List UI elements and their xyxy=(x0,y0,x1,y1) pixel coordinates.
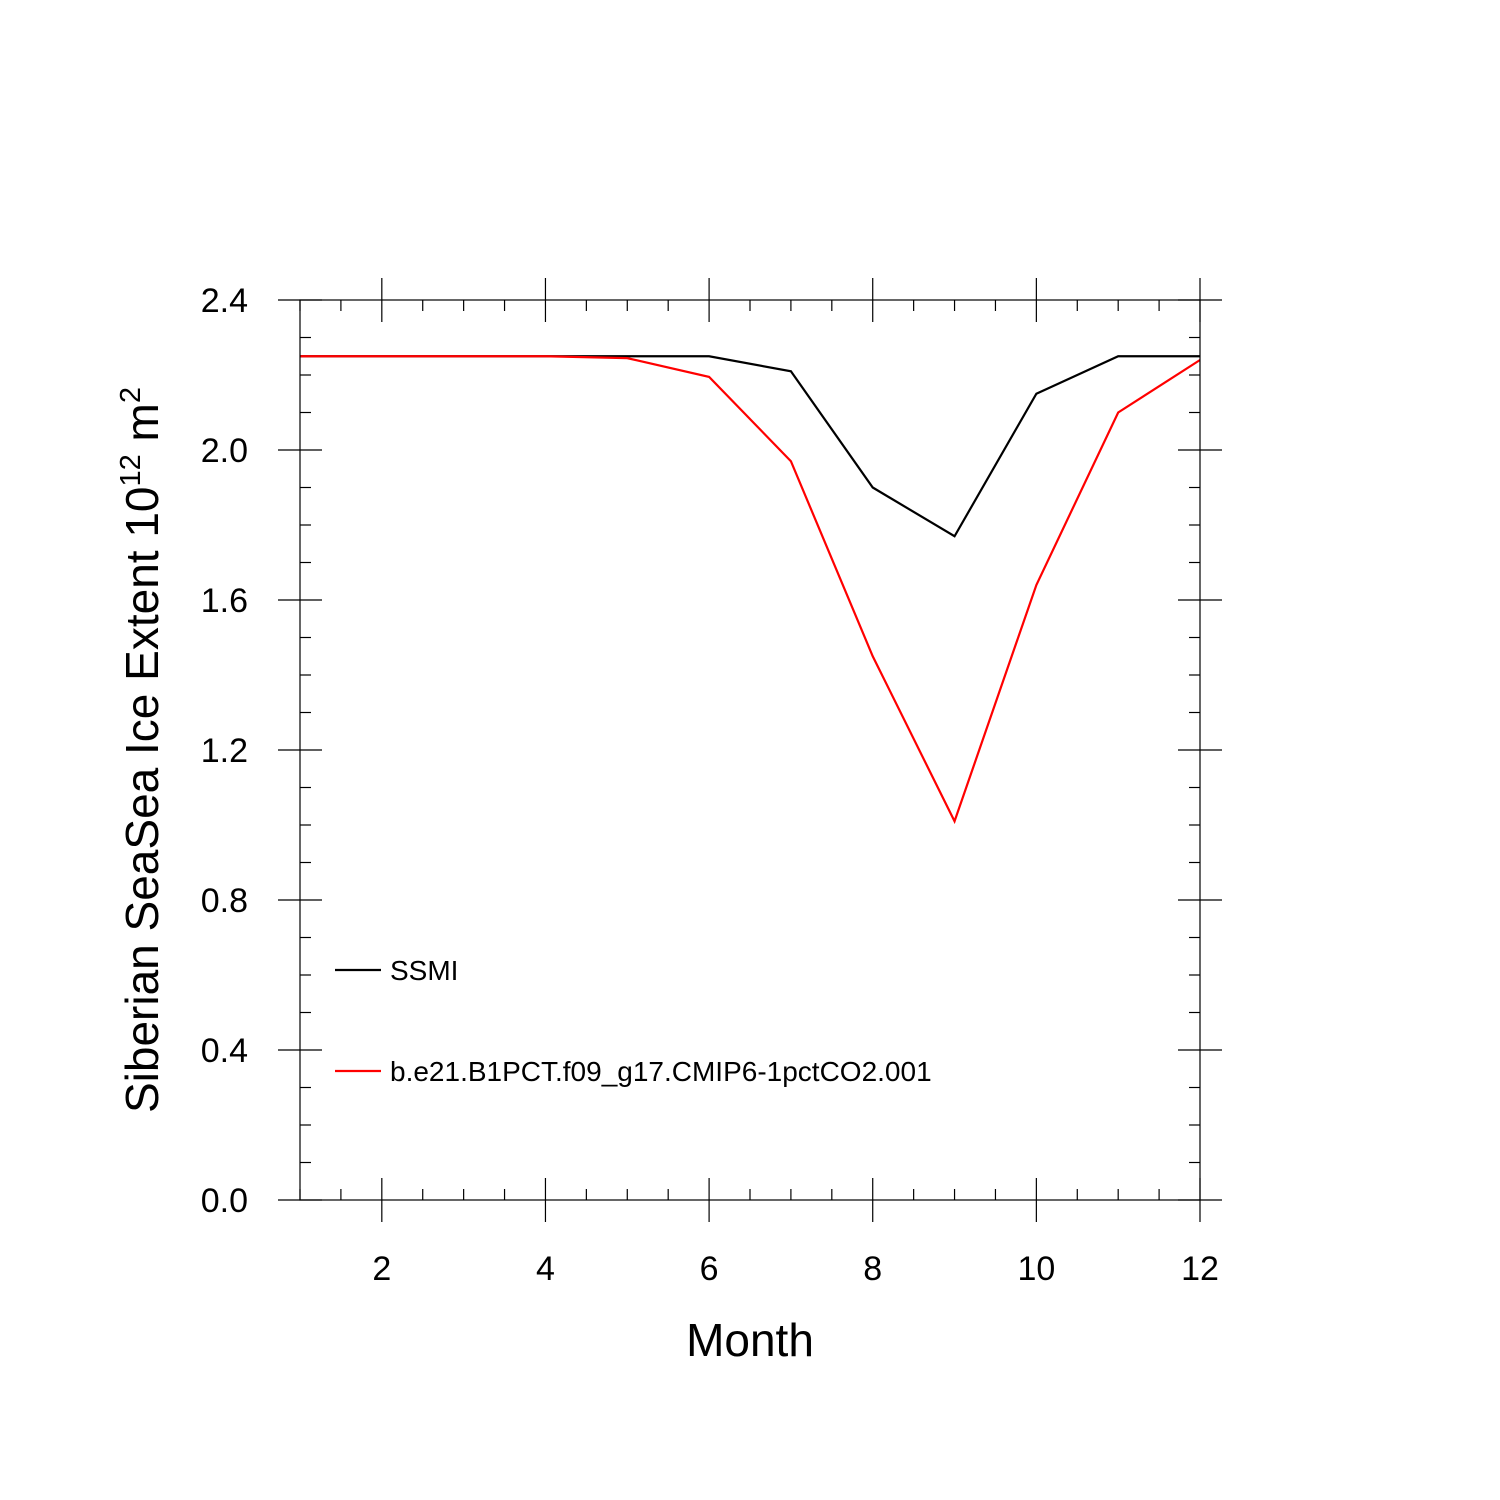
x-axis-title: Month xyxy=(686,1314,814,1366)
x-tick-label: 8 xyxy=(863,1250,882,1288)
x-tick-label: 10 xyxy=(1017,1250,1055,1288)
x-tick-label: 12 xyxy=(1181,1250,1219,1288)
x-tick-label: 6 xyxy=(700,1250,719,1288)
y-axis-title-unit: m xyxy=(116,403,168,454)
y-tick-label: 0.8 xyxy=(201,882,248,920)
legend: SSMI b.e21.B1PCT.f09_g17.CMIP6-1pctCO2.00… xyxy=(335,955,932,1087)
plot-frame xyxy=(299,299,1201,1201)
y-tick-label: 1.6 xyxy=(201,582,248,620)
y-tick-label: 1.2 xyxy=(201,732,248,770)
series-line-1 xyxy=(300,355,1200,538)
tick-labels: 0.0 0.4 0.8 1.2 1.6 2.0 2.4 2 4 6 8 10 12 xyxy=(201,282,1219,1288)
plot-series xyxy=(299,355,1201,825)
y-tick-label: 0.4 xyxy=(201,1032,248,1070)
series-line-2 xyxy=(300,355,1201,825)
x-tick-label: 4 xyxy=(536,1250,555,1288)
legend-label-1: SSMI xyxy=(390,955,458,986)
y-axis-title: Siberian SeaSea Ice Extent 1012 m2 xyxy=(115,387,168,1113)
y-axis-title-text: Siberian SeaSea Ice Extent 10 xyxy=(116,486,168,1113)
x-tick-label: 2 xyxy=(372,1250,391,1288)
legend-label-2: b.e21.B1PCT.f09_g17.CMIP6-1pctCO2.001 xyxy=(390,1056,932,1087)
y-tick-label: 2.4 xyxy=(201,282,248,320)
y-axis-title-unit-exponent: 2 xyxy=(115,387,147,403)
y-tick-label: 0.0 xyxy=(201,1182,248,1220)
y-axis-title-exponent: 12 xyxy=(115,454,147,486)
y-tick-label: 2.0 xyxy=(201,432,248,470)
